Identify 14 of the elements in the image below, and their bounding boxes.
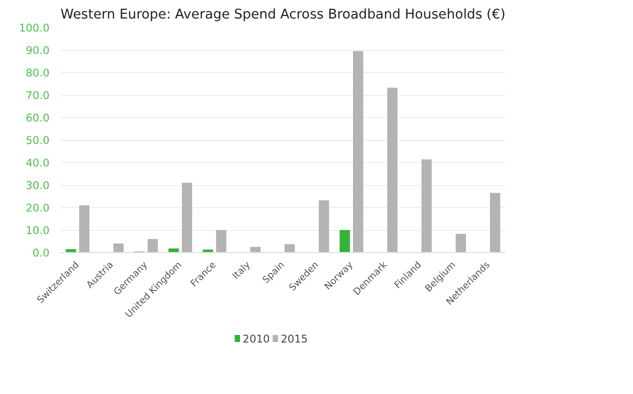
y-tick-label: 40.0 [26, 156, 50, 170]
chart-title: Western Europe: Average Spend Across Broadband Households (€) [60, 8, 506, 22]
y-tick-label: 60.0 [26, 112, 50, 124]
y-tick-label: 90.0 [26, 44, 50, 57]
y-tick-label: 80.0 [26, 66, 50, 80]
legend-label: 2010 [242, 332, 270, 346]
y-tick-label: 30.0 [26, 179, 50, 192]
y-tick-label: 20.0 [26, 202, 50, 214]
y-tick-label: 10.0 [26, 224, 50, 237]
y-tick-label: 100.0 [18, 22, 50, 34]
y-tick-label: 0.0 [32, 246, 50, 260]
legend-label: 2015 [280, 332, 308, 346]
y-tick-label: 50.0 [26, 134, 50, 147]
y-tick-label: 70.0 [26, 89, 50, 102]
